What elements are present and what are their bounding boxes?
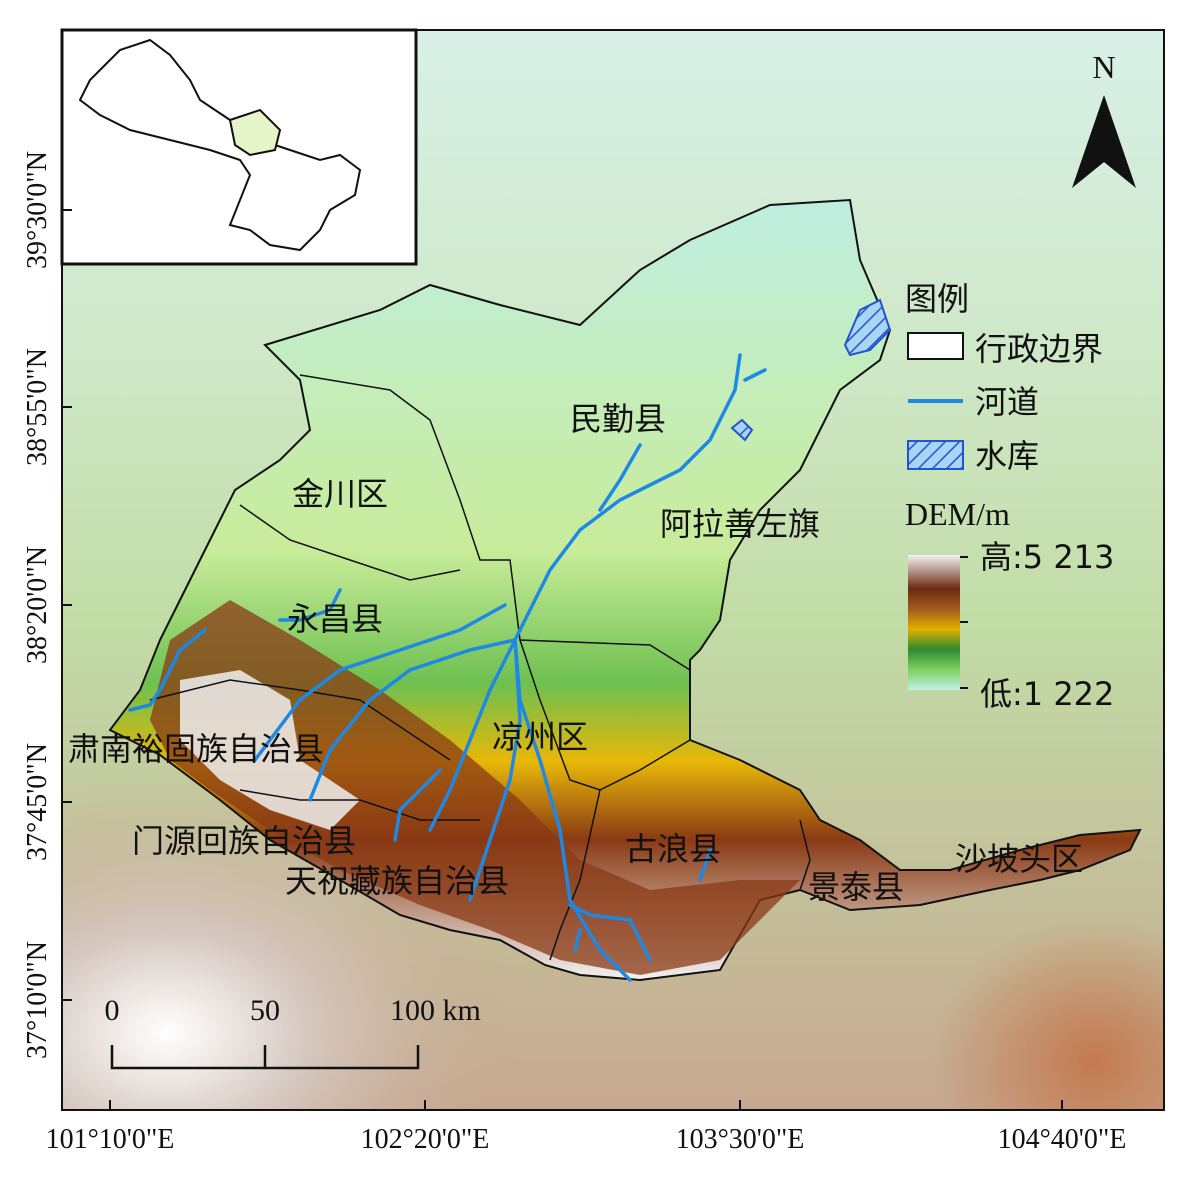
dem-background	[62, 30, 1164, 1110]
inset-study-area	[228, 108, 282, 157]
label-shapotou: 沙坡头区	[955, 840, 1083, 878]
north-arrow-icon: N	[1072, 49, 1136, 188]
north-arrow-label: N	[1092, 49, 1115, 85]
axis-ticks	[62, 209, 1063, 1110]
reservoir-small	[730, 418, 754, 442]
scale-bar: 0 50 100 km	[105, 994, 481, 1070]
y-axis-label-4: 37°45'0"N	[22, 743, 53, 861]
legend-item-river: 河道	[975, 383, 1039, 421]
mountain-band	[150, 600, 800, 975]
y-axis-label-5: 37°10'0"N	[22, 941, 53, 1059]
label-alashan: 阿拉善左旗	[660, 505, 820, 543]
scale-label-50: 50	[250, 994, 280, 1027]
label-liangzhou: 凉州区	[492, 718, 588, 756]
dem-low-label: 低:1 222	[980, 675, 1114, 713]
label-menyuan: 门源回族自治县	[132, 822, 356, 860]
label-jingtai: 景泰县	[808, 868, 904, 906]
label-jinchuan: 金川区	[292, 475, 388, 513]
label-gulang: 古浪县	[625, 830, 721, 868]
reservoir-hongyashan	[843, 298, 892, 357]
dem-high-label: 高:5 213	[980, 538, 1114, 576]
x-axis-label-1: 101°10'0"E	[46, 1124, 175, 1155]
legend-title: 图例	[905, 280, 969, 318]
boundary-swatch-icon	[907, 332, 964, 360]
inset-province-outline	[78, 38, 362, 252]
legend-item-reservoir: 水库	[975, 437, 1039, 475]
scale-label-100: 100 km	[390, 994, 481, 1027]
label-tianzhu: 天祝藏族自治县	[285, 862, 509, 900]
legend-item-boundary: 行政边界	[975, 330, 1103, 368]
dem-color-ramp	[908, 555, 960, 690]
rivers	[128, 353, 767, 982]
label-sunan: 肃南裕固族自治县	[68, 730, 324, 768]
label-yongchang: 永昌县	[287, 600, 383, 638]
map-frame	[61, 29, 1165, 1111]
dem-legend-title: DEM/m	[905, 496, 1010, 532]
x-axis-label-2: 102°20'0"E	[361, 1124, 490, 1155]
x-axis-label-3: 103°30'0"E	[676, 1124, 805, 1155]
y-axis-label-1: 39°30'0"N	[22, 151, 53, 269]
label-minqin: 民勤县	[570, 400, 666, 438]
x-axis-label-4: 104°40'0"E	[998, 1124, 1127, 1155]
y-axis-label-3: 38°20'0"N	[22, 546, 53, 664]
y-axis-label-2: 38°55'0"N	[22, 348, 53, 466]
scale-label-0: 0	[105, 994, 120, 1027]
inset-locator-map	[60, 28, 418, 266]
reservoir-hatch-icon	[907, 440, 964, 470]
legend: 图例 行政边界 河道 水库 DEM/m 高:5 213 低:1 222	[905, 280, 1114, 713]
